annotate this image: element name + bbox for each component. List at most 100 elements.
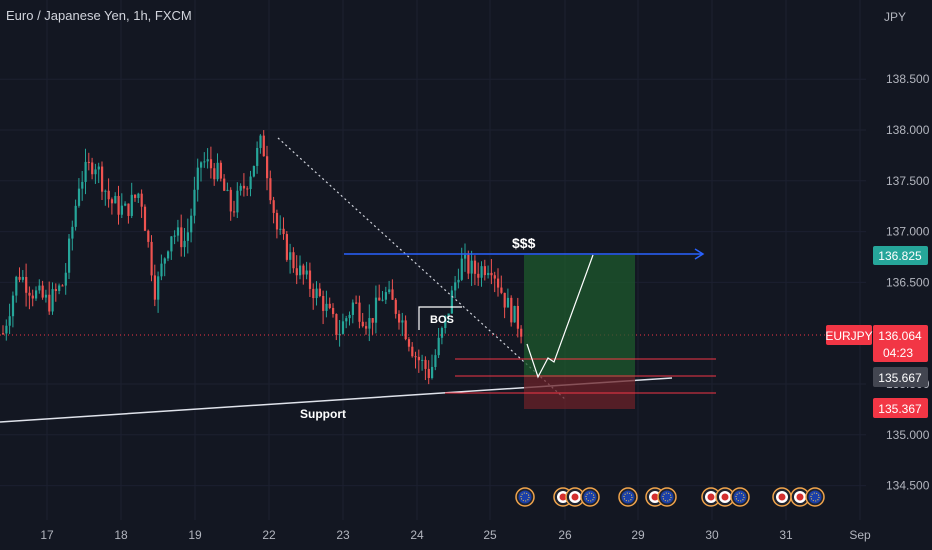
candle-body	[513, 305, 516, 323]
eu-stars-icon	[585, 492, 595, 502]
candle-body	[394, 299, 397, 314]
candle-body	[302, 265, 305, 275]
candle-body	[450, 290, 453, 314]
candle-body	[487, 272, 490, 276]
candle-body	[140, 193, 143, 207]
candle-body	[252, 165, 255, 177]
candle-body	[282, 228, 285, 235]
candle-body	[5, 325, 8, 334]
candle-body	[104, 190, 107, 192]
candle-body	[117, 195, 120, 215]
candle-body	[391, 289, 394, 300]
candle-body	[470, 260, 473, 274]
candle-body	[97, 166, 100, 170]
time-tick-label: 30	[705, 528, 719, 542]
candle-body	[384, 292, 387, 300]
candle-body	[374, 297, 378, 323]
candle-body	[190, 215, 193, 233]
candle-body	[467, 254, 470, 274]
candle-body	[91, 162, 94, 175]
candle-body	[186, 232, 189, 241]
take-profit-zone[interactable]	[524, 255, 635, 377]
candle-body	[15, 276, 18, 296]
candle-body	[500, 287, 503, 293]
candle-body	[440, 327, 444, 338]
eu-stars-icon	[735, 492, 745, 502]
candle-body	[110, 199, 114, 204]
candle-body	[176, 227, 180, 236]
candle-body	[292, 252, 295, 269]
candle-body	[153, 275, 156, 300]
candle-body	[84, 161, 87, 182]
eu-flag-icon	[808, 490, 822, 504]
price-tick-label: 135.000	[886, 428, 930, 442]
eu-stars-icon	[623, 492, 633, 502]
eu-stars-icon	[662, 492, 672, 502]
grid	[0, 0, 866, 520]
candle-body	[21, 276, 24, 280]
candle-body	[203, 161, 206, 163]
candle-body	[460, 258, 463, 280]
candle-body	[28, 292, 31, 296]
candle-body	[477, 273, 480, 278]
currency-label: JPY	[884, 10, 906, 24]
candle-body	[256, 147, 259, 166]
candle-body	[371, 318, 374, 323]
candle-body	[61, 285, 64, 287]
economic-events[interactable]	[515, 487, 825, 507]
candle-body	[289, 252, 292, 260]
candle-body	[41, 285, 44, 298]
candle-body	[239, 185, 242, 191]
candle-body	[87, 161, 90, 163]
candle-body	[216, 162, 219, 180]
projected-path[interactable]	[526, 254, 594, 379]
entry-price-tag: 135.667	[873, 367, 928, 387]
time-tick-label: 17	[40, 528, 54, 542]
candle-body	[315, 288, 318, 299]
candle-body	[424, 359, 427, 369]
bos-line[interactable]	[418, 306, 462, 330]
price-tick-label: 137.500	[886, 174, 930, 188]
candle-body	[325, 303, 328, 311]
candle-body	[51, 289, 54, 312]
time-tick-label: 24	[410, 528, 424, 542]
time-axis[interactable]: 17 18 19 22 23 24 25 26 29 30 31 Sep	[0, 520, 932, 550]
candle-body	[427, 368, 430, 379]
candle-body	[223, 178, 226, 191]
candle-body	[143, 206, 147, 231]
candle-body	[124, 203, 127, 206]
time-tick-label: 31	[779, 528, 793, 542]
candle-body	[308, 270, 312, 289]
candle-body	[120, 205, 123, 215]
us-flag-icon	[707, 493, 715, 501]
time-tick-label: 23	[336, 528, 350, 542]
liquidity-label: $$$	[512, 235, 536, 251]
us-flag-icon	[778, 493, 786, 501]
candle-body	[229, 189, 232, 212]
price-tick-label: 136.500	[886, 275, 930, 289]
symbol-tag: EURJPY	[825, 325, 873, 345]
candle-body	[332, 307, 335, 315]
candle-body	[242, 185, 246, 189]
candle-body	[407, 339, 411, 347]
symbol-tag-text: EURJPY	[825, 329, 872, 343]
candle-body	[170, 236, 173, 252]
candle-body	[338, 333, 341, 336]
candle-body	[233, 211, 236, 213]
candle-body	[134, 194, 137, 198]
candle-body	[490, 272, 493, 276]
countdown-text: 04:23	[883, 346, 913, 360]
candle-body	[180, 227, 183, 248]
last-price-tag: 136.064 04:23	[873, 325, 928, 362]
symbol-title: Euro / Japanese Yen, 1h, FXCM	[6, 8, 192, 23]
eu-flag-icon	[660, 490, 674, 504]
eu-flag-icon	[621, 490, 635, 504]
us-flag-icon	[571, 493, 579, 501]
candle-body	[351, 302, 354, 315]
candle-body	[299, 265, 302, 276]
target-price-text: 136.825	[878, 249, 922, 263]
us-flag-icon	[721, 493, 729, 501]
candle-body	[219, 162, 222, 179]
